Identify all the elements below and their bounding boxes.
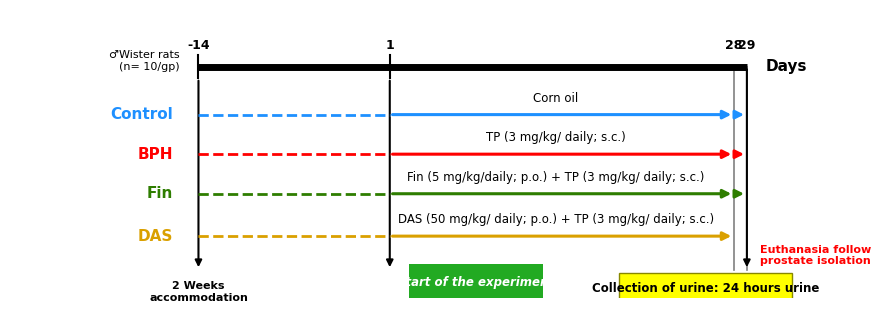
Text: Control: Control [111,107,173,122]
Text: Corn oil: Corn oil [533,92,578,105]
Text: Euthanasia followed by
prostate isolation and weighing: Euthanasia followed by prostate isolatio… [760,245,871,266]
Text: 2 Weeks
accommodation: 2 Weeks accommodation [149,281,248,303]
Text: Fin: Fin [146,186,173,201]
Text: DAS: DAS [138,229,173,244]
Text: 1: 1 [385,40,395,52]
Text: -14: -14 [187,40,210,52]
FancyBboxPatch shape [408,264,543,298]
Text: Fin (5 mg/kg/daily; p.o.) + TP (3 mg/kg/ daily; s.c.): Fin (5 mg/kg/daily; p.o.) + TP (3 mg/kg/… [407,171,705,184]
FancyBboxPatch shape [619,273,792,304]
Text: 29: 29 [739,40,755,52]
Text: TP (3 mg/kg/ daily; s.c.): TP (3 mg/kg/ daily; s.c.) [486,131,625,144]
Text: Start of the experiment: Start of the experiment [397,276,554,289]
Text: Days: Days [766,59,807,74]
Text: ♂Wister rats
(n= 10/gp): ♂Wister rats (n= 10/gp) [109,50,179,72]
Text: Collection of urine: 24 hours urine: Collection of urine: 24 hours urine [591,282,819,295]
Text: BPH: BPH [138,147,173,162]
Text: DAS (50 mg/kg/ daily; p.o.) + TP (3 mg/kg/ daily; s.c.): DAS (50 mg/kg/ daily; p.o.) + TP (3 mg/k… [397,213,713,226]
Text: 28: 28 [726,40,743,52]
